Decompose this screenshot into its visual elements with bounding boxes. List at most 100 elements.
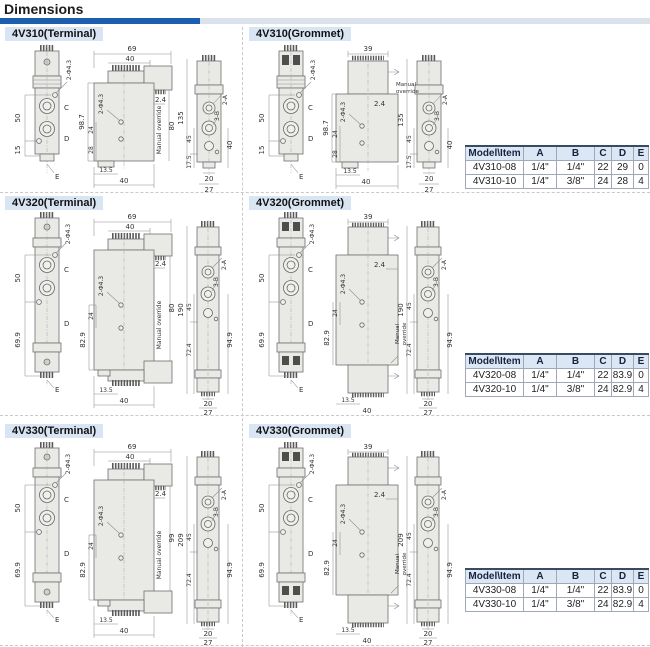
cell: 1/4" bbox=[523, 597, 557, 612]
dim: 2-Φ4.3 bbox=[340, 504, 347, 524]
dim: 39 bbox=[364, 213, 373, 221]
cell: 4 bbox=[633, 382, 649, 397]
dim: 15 bbox=[14, 146, 22, 155]
cell: 0 bbox=[633, 368, 649, 383]
dim: 72.4 bbox=[186, 573, 193, 587]
port-label: 2-A bbox=[442, 94, 449, 105]
port-label: 2-A bbox=[221, 259, 228, 270]
section-title-4v330-terminal: 4V330(Terminal) bbox=[5, 424, 104, 438]
cell: 1/4" bbox=[523, 382, 557, 397]
dim: 50 bbox=[14, 114, 22, 123]
dim: D bbox=[64, 135, 69, 143]
valve-views bbox=[268, 44, 449, 189]
drawing-4v310-grommet: 39 50 15 C D E 2-Φ4.3 2-Φ4.3 98.7 24 28 … bbox=[258, 44, 454, 192]
cell: 4 bbox=[633, 174, 649, 189]
dim: 2-Φ4.3 bbox=[65, 224, 72, 244]
port-label: 3-B bbox=[213, 277, 220, 287]
dim: 82.9 bbox=[323, 330, 331, 346]
dim: 24 bbox=[332, 130, 339, 138]
manual-override-label: Manual bbox=[396, 82, 416, 88]
port-label: 3-B bbox=[214, 111, 221, 121]
dim: E bbox=[55, 616, 59, 624]
dim: 94.9 bbox=[226, 332, 234, 348]
dim: 20 bbox=[424, 630, 433, 638]
cell: 1/4" bbox=[523, 174, 557, 189]
dim: 190 bbox=[177, 303, 185, 316]
dim: 40 bbox=[126, 223, 135, 231]
dim: C bbox=[308, 266, 313, 274]
dim: 2-Φ4.3 bbox=[98, 506, 105, 526]
dim: 2.4 bbox=[374, 100, 386, 108]
dim: 27 bbox=[424, 409, 433, 415]
cell: 83.9 bbox=[611, 583, 634, 598]
dim: 98.7 bbox=[322, 120, 330, 136]
dim: 135 bbox=[177, 111, 185, 124]
cell: 1/4" bbox=[523, 368, 557, 383]
dim: 94.9 bbox=[226, 562, 234, 578]
dim: E bbox=[299, 386, 303, 394]
dim: 72.4 bbox=[406, 343, 413, 357]
cell: 1/4" bbox=[556, 160, 595, 175]
dim: 45 bbox=[186, 533, 193, 541]
dim: 24 bbox=[88, 312, 95, 320]
dim: 45 bbox=[406, 135, 413, 143]
manual-override-label: override bbox=[402, 322, 408, 345]
port-label: 2-A bbox=[222, 94, 229, 105]
port-label: 2-A bbox=[441, 259, 448, 270]
dim: D bbox=[64, 550, 69, 558]
dim: D bbox=[308, 320, 313, 328]
spec-table-4v330: Model\Item A B C D E 4V330-08 1/4" 1/4" … bbox=[465, 568, 649, 612]
drawing-4v310-terminal: 69 40 50 15 C D E 2-Φ4.3 2-Φ4.3 98.7 24 … bbox=[14, 44, 234, 192]
dim: 82.9 bbox=[79, 562, 87, 578]
cell: 24 bbox=[594, 597, 612, 612]
dim: 20 bbox=[204, 630, 213, 638]
port-label: 2-A bbox=[441, 489, 448, 500]
dim: 2.4 bbox=[374, 261, 386, 269]
port-label: 3-B bbox=[433, 277, 440, 287]
cell: 22 bbox=[594, 160, 612, 175]
dim: E bbox=[55, 386, 59, 394]
dim: 209 bbox=[177, 533, 185, 546]
cell: 1/4" bbox=[523, 160, 557, 175]
dim: 27 bbox=[205, 186, 214, 192]
dim: 69.9 bbox=[258, 562, 266, 578]
dim: 94.9 bbox=[446, 562, 454, 578]
dimension-labels: 39 50 69.9 C D E 2-Φ4.3 2-Φ4.3 24 82.9 2… bbox=[258, 213, 454, 415]
title-underline-bar bbox=[0, 18, 650, 24]
dim: 135 bbox=[397, 113, 405, 126]
valve-views bbox=[24, 44, 229, 188]
section-title-4v310-grommet: 4V310(Grommet) bbox=[249, 27, 352, 41]
dim: 80 bbox=[168, 304, 176, 313]
col-header: D bbox=[611, 353, 634, 369]
valve-views bbox=[268, 442, 449, 639]
dim: 2-Φ4.3 bbox=[98, 94, 105, 114]
dim: 209 bbox=[397, 533, 405, 546]
dim: 27 bbox=[204, 409, 213, 415]
dim: 40 bbox=[363, 407, 372, 415]
dim: 72.4 bbox=[406, 573, 413, 587]
dim: 50 bbox=[258, 274, 266, 283]
manual-override-label: Manual override bbox=[156, 300, 163, 349]
cell: 82.9 bbox=[611, 382, 634, 397]
dim: 40 bbox=[120, 177, 129, 185]
dim: 69.9 bbox=[14, 562, 22, 578]
dim: C bbox=[64, 496, 69, 504]
row-divider bbox=[0, 192, 650, 193]
valve-views bbox=[268, 212, 449, 409]
col-header: C bbox=[594, 145, 612, 161]
dim: 20 bbox=[425, 175, 434, 183]
cell: 4V310-08 bbox=[465, 160, 524, 175]
dim: 40 bbox=[120, 397, 129, 405]
dim: 28 bbox=[332, 150, 339, 158]
dim: 39 bbox=[364, 45, 373, 53]
dim: 45 bbox=[406, 532, 413, 540]
col-header: E bbox=[633, 353, 649, 369]
col-header: A bbox=[523, 145, 557, 161]
manual-override-label: override bbox=[402, 552, 408, 575]
table-row: 4V330-08 1/4" 1/4" 22 83.9 0 bbox=[465, 583, 649, 598]
col-header: B bbox=[556, 145, 595, 161]
section-title-4v330-grommet: 4V330(Grommet) bbox=[249, 424, 352, 438]
dim: 50 bbox=[14, 274, 22, 283]
col-header: Model\Item bbox=[465, 568, 524, 584]
dimension-labels: 39 50 15 C D E 2-Φ4.3 2-Φ4.3 98.7 24 28 … bbox=[258, 45, 454, 192]
